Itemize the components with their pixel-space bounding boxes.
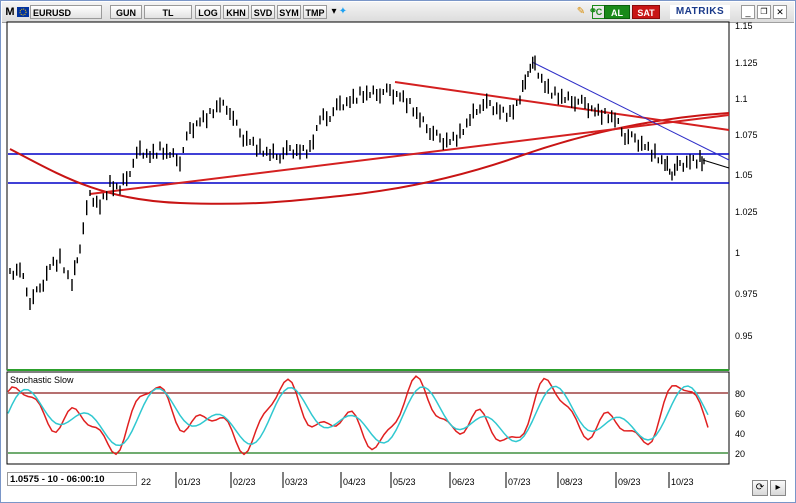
stoch-tick-label: 60 <box>735 409 745 419</box>
sym-button[interactable]: SYM <box>277 5 301 19</box>
y-tick-label: 0.95 <box>735 331 753 341</box>
stoch-tick-label: 40 <box>735 429 745 439</box>
toolbar: M EURUSD GUN TL LOG KHN SVD SYM TMP ▾ ✦ … <box>2 2 794 23</box>
stoch-k-line[interactable] <box>7 375 709 456</box>
y-tick-label: 1.15 <box>735 21 753 31</box>
menu-button[interactable]: M <box>5 6 15 18</box>
x-tick-label: 07/23 <box>508 477 531 487</box>
trendline-short[interactable] <box>702 159 730 169</box>
stoch-tick-label: 80 <box>735 389 745 399</box>
price-plot-area[interactable] <box>6 21 730 371</box>
close-icon[interactable]: ✕ <box>773 5 787 19</box>
buy-button[interactable]: AL <box>604 5 630 19</box>
sell-button[interactable]: SAT <box>632 5 660 19</box>
tmp-button[interactable]: TMP <box>303 5 327 19</box>
trendline-falling[interactable] <box>394 81 730 131</box>
y-tick-label: 1.075 <box>735 130 758 140</box>
moving-average-long[interactable] <box>9 112 730 205</box>
refresh-icon[interactable]: ⟳ <box>752 480 768 496</box>
x-tick-label: 04/23 <box>343 477 366 487</box>
period-button[interactable]: GUN <box>110 5 142 19</box>
y-tick-label: 1.025 <box>735 207 758 217</box>
restore-icon[interactable]: ❐ <box>757 5 771 19</box>
twitter-icon[interactable]: ✦ <box>338 6 348 17</box>
stoch-d-line[interactable] <box>7 385 709 447</box>
y-tick-label: 1.1 <box>735 94 748 104</box>
chevron-down-icon[interactable]: ▾ <box>331 6 337 17</box>
y-axis: 1.15 1.125 1.1 1.075 1.05 1.025 1 0.975 … <box>735 21 758 341</box>
x-tick-label: 05/23 <box>393 477 416 487</box>
y-tick-label: 1 <box>735 248 740 258</box>
trendline-blue[interactable] <box>531 61 730 161</box>
log-button[interactable]: LOG <box>195 5 221 19</box>
y-tick-label: 1.05 <box>735 170 753 180</box>
khn-button[interactable]: KHN <box>223 5 249 19</box>
x-tick-label: 06/23 <box>452 477 475 487</box>
x-tick-label: 03/23 <box>285 477 308 487</box>
x-tick-label: 08/23 <box>560 477 583 487</box>
price-bars[interactable] <box>9 55 705 311</box>
scroll-right-icon[interactable]: ▸ <box>770 480 786 496</box>
trendline-rising[interactable] <box>89 114 730 195</box>
x-tick-label: 01/23 <box>178 477 201 487</box>
status-readout: 1.0575 - 10 - 06:00:10 <box>7 472 137 486</box>
x-axis: 22 01/23 02/23 03/23 04/23 05/23 06/23 0… <box>141 472 694 488</box>
x-tick-label: 22 <box>141 477 151 487</box>
x-tick-label: 09/23 <box>618 477 641 487</box>
svd-button[interactable]: SVD <box>251 5 275 19</box>
stochastic-plot-area <box>6 371 730 465</box>
y-tick-label: 1.125 <box>735 58 758 68</box>
stochastic-y-axis: 80 60 40 20 <box>735 389 745 459</box>
flag-icon <box>16 5 30 19</box>
stoch-tick-label: 20 <box>735 449 745 459</box>
brand-logo: MATRIKS <box>670 5 730 19</box>
symbol-field[interactable]: EURUSD <box>30 5 102 19</box>
x-tick-label: 02/23 <box>233 477 256 487</box>
pencil-icon[interactable]: ✎ <box>576 6 586 17</box>
y-tick-label: 0.975 <box>735 289 758 299</box>
currency-button[interactable]: TL <box>144 5 192 19</box>
x-tick-label: 10/23 <box>671 477 694 487</box>
minimize-icon[interactable]: _ <box>741 5 755 19</box>
stochastic-title: Stochastic Slow <box>10 375 74 385</box>
